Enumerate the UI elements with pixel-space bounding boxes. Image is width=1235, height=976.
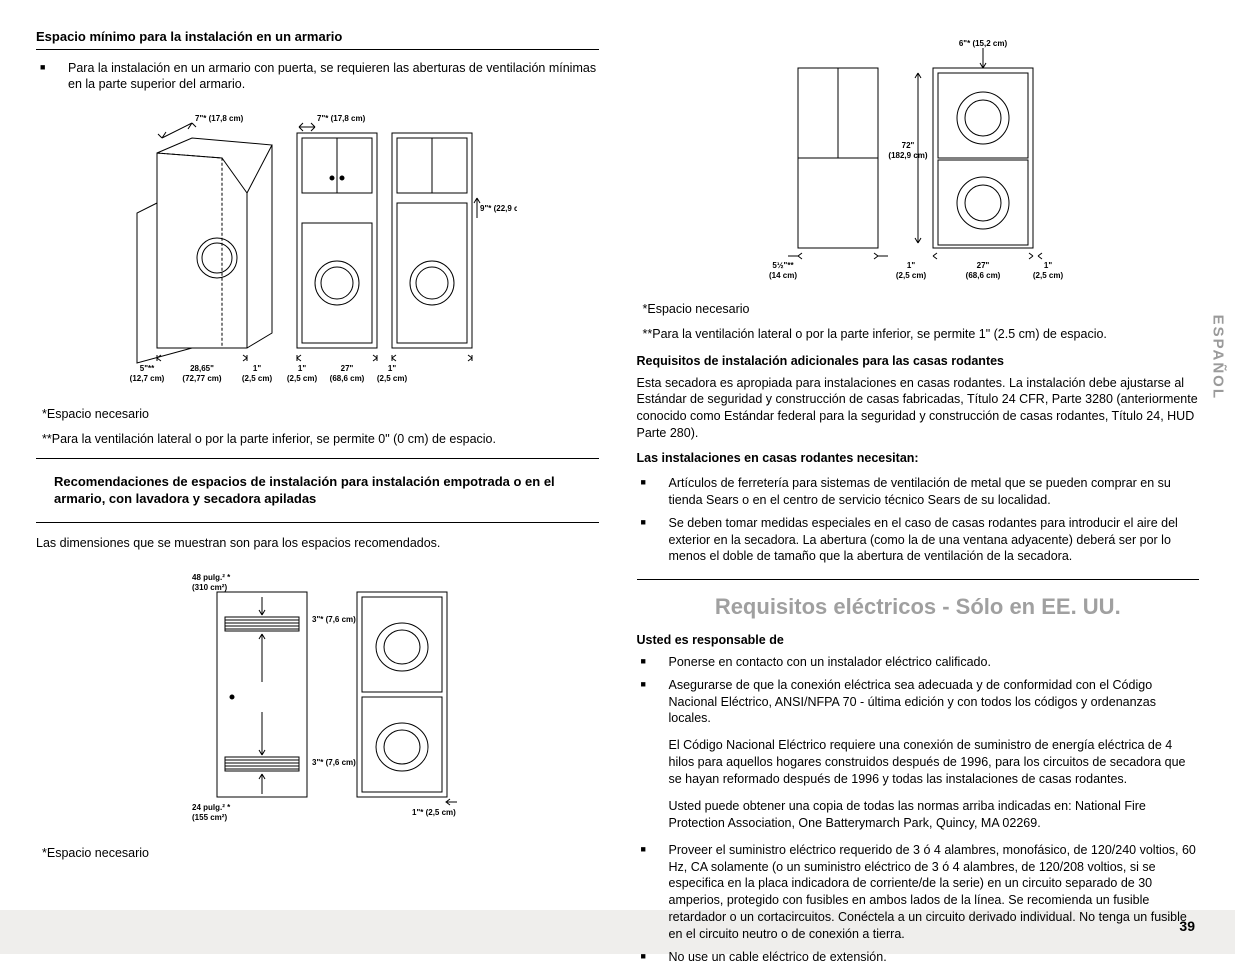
svg-text:(72,77 cm): (72,77 cm) (183, 374, 222, 383)
svg-text:(2,5 cm): (2,5 cm) (287, 374, 318, 383)
svg-text:(2,5 cm): (2,5 cm) (896, 271, 927, 280)
svg-text:9"* (22,9 cm): 9"* (22,9 cm) (480, 204, 517, 213)
svg-text:(68,6 cm): (68,6 cm) (330, 374, 365, 383)
resp-para-1: El Código Nacional Eléctrico requiere un… (669, 737, 1200, 788)
divider-2 (36, 522, 599, 523)
responsibility-list: Ponerse en contacto con un instalador el… (637, 654, 1200, 728)
cabinet-diagram: 7"* (17,8 cm) (117, 103, 517, 393)
svg-text:6"* (15,2 cm): 6"* (15,2 cm) (959, 39, 1008, 48)
footnote-req-space: *Espacio necesario (42, 406, 599, 423)
svg-text:48 pulg.² *: 48 pulg.² * (192, 573, 231, 582)
footnote-req-space-2: *Espacio necesario (42, 845, 599, 862)
figure-closet-stacked: 6"* (15,2 cm) 72" (182,9 cm) 5½"** (14 c… (637, 38, 1200, 293)
svg-text:72": 72" (901, 141, 914, 150)
responsibility-title: Usted es responsable de (637, 632, 1200, 649)
responsibility-list-2: Proveer el suministro eléctrico requerid… (637, 842, 1200, 966)
svg-text:7"* (17,8 cm): 7"* (17,8 cm) (317, 114, 366, 123)
figure-cabinet: 7"* (17,8 cm) (36, 103, 599, 398)
mobile-home-item-1: Artículos de ferretería para sistemas de… (659, 475, 1200, 509)
mobile-home-item-2: Se deben tomar medidas especiales en el … (659, 515, 1200, 566)
svg-text:1": 1" (253, 364, 261, 373)
closet-bullet-list: Para la instalación en un armario con pu… (36, 60, 599, 94)
footnote-side-vent-r: **Para la ventilación lateral o por la p… (643, 326, 1200, 343)
mobile-home-need-title: Las instalaciones en casas rodantes nece… (637, 450, 1200, 467)
page-number: 39 (1179, 917, 1195, 936)
electrical-requirements-heading: Requisitos eléctricos - Sólo en EE. UU. (637, 579, 1200, 622)
stacked-install-title: Recomendaciones de espacios de instalaci… (36, 471, 599, 514)
left-column: Espacio mínimo para la instalación en un… (36, 28, 599, 976)
footnote-side-vent: **Para la ventilación lateral o por la p… (42, 431, 599, 448)
footnote-req-space-r: *Espacio necesario (643, 301, 1200, 318)
svg-text:27": 27" (976, 261, 989, 270)
svg-text:(182,9 cm): (182,9 cm) (888, 151, 927, 160)
stacked-dimensions-note: Las dimensiones que se muestran son para… (36, 535, 599, 552)
resp-item-1: Ponerse en contacto con un instalador el… (659, 654, 1200, 671)
svg-text:1": 1" (1044, 261, 1052, 270)
stacked-diagram: 48 pulg.² * (310 cm²) 3"* (7,6 cm) 3"* (… (157, 562, 477, 832)
svg-text:(2,5 cm): (2,5 cm) (1033, 271, 1064, 280)
svg-text:(68,6 cm): (68,6 cm) (965, 271, 1000, 280)
svg-text:(2,5 cm): (2,5 cm) (377, 374, 408, 383)
svg-text:(14 cm): (14 cm) (769, 271, 797, 280)
svg-text:27": 27" (341, 364, 354, 373)
mobile-home-list: Artículos de ferretería para sistemas de… (637, 475, 1200, 565)
svg-text:5"**: 5"** (140, 364, 155, 373)
svg-text:7"* (17,8 cm): 7"* (17,8 cm) (195, 114, 244, 123)
right-column: 6"* (15,2 cm) 72" (182,9 cm) 5½"** (14 c… (637, 28, 1200, 976)
svg-text:(2,5 cm): (2,5 cm) (242, 374, 273, 383)
figure-stacked: 48 pulg.² * (310 cm²) 3"* (7,6 cm) 3"* (… (36, 562, 599, 837)
svg-text:24 pulg.² *: 24 pulg.² * (192, 803, 231, 812)
svg-text:28,65": 28,65" (190, 364, 214, 373)
svg-text:1": 1" (907, 261, 915, 270)
resp-item-2: Asegurarse de que la conexión eléctrica … (659, 677, 1200, 728)
divider (36, 458, 599, 459)
svg-text:3"* (7,6 cm): 3"* (7,6 cm) (312, 758, 356, 767)
mobile-home-title: Requisitos de instalación adicionales pa… (637, 353, 1200, 370)
svg-text:3"* (7,6 cm): 3"* (7,6 cm) (312, 615, 356, 624)
svg-text:(12,7 cm): (12,7 cm) (130, 374, 165, 383)
resp-para-2: Usted puede obtener una copia de todas l… (669, 798, 1200, 832)
language-sidebar-label: ESPAÑOL (1207, 315, 1227, 400)
svg-text:5½"**: 5½"** (772, 261, 794, 270)
svg-text:1": 1" (388, 364, 396, 373)
resp-item-4: No use un cable eléctrico de extensión. (659, 949, 1200, 966)
closet-bullet: Para la instalación en un armario con pu… (58, 60, 599, 94)
mobile-home-body: Esta secadora es apropiada para instalac… (637, 375, 1200, 443)
closet-install-title: Espacio mínimo para la instalación en un… (36, 28, 599, 50)
svg-text:1": 1" (298, 364, 306, 373)
closet-stacked-diagram: 6"* (15,2 cm) 72" (182,9 cm) 5½"** (14 c… (738, 38, 1098, 288)
page-columns: Espacio mínimo para la instalación en un… (36, 28, 1199, 976)
resp-item-3: Proveer el suministro eléctrico requerid… (659, 842, 1200, 943)
svg-text:(310 cm²): (310 cm²) (192, 583, 227, 592)
svg-text:(155 cm²): (155 cm²) (192, 813, 227, 822)
svg-text:1"* (2,5 cm): 1"* (2,5 cm) (412, 808, 456, 817)
